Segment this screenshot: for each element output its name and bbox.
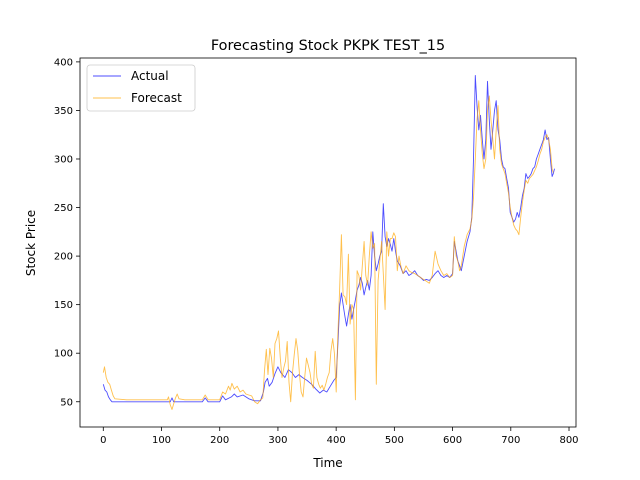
x-tick-label: 200 [210,435,229,446]
y-tick-label: 300 [54,154,73,165]
y-tick-label: 250 [54,203,73,214]
x-tick-label: 800 [559,435,578,446]
y-axis-label: Stock Price [24,210,38,276]
legend-label-forecast: Forecast [131,91,182,105]
legend: Actual Forecast [86,64,196,112]
x-axis-label: Time [312,456,342,470]
axes-border [79,57,577,428]
chart-title: Forecasting Stock PKPK TEST_15 [211,38,445,54]
x-tick-label: 700 [501,435,520,446]
x-tick-label: 500 [385,435,404,446]
y-tick-label: 100 [54,349,73,360]
x-tick-label: 300 [268,435,287,446]
x-tick-label: 0 [100,435,106,446]
x-tick-label: 100 [152,435,171,446]
y-tick-label: 150 [54,300,73,311]
legend-label-actual: Actual [131,69,169,83]
y-axis: 50 100 150 200 250 300 350 400 [54,57,80,408]
plot-area [102,75,555,410]
x-tick-label: 400 [327,435,346,446]
series-line-forecast [102,95,554,410]
y-tick-label: 350 [54,106,73,117]
y-tick-label: 400 [54,57,73,68]
x-tick-label: 600 [443,435,462,446]
axes-frame [79,57,577,428]
x-axis: 0 100 200 300 400 500 600 700 800 [100,427,579,446]
y-tick-label: 50 [60,397,73,408]
y-tick-label: 200 [54,252,73,263]
